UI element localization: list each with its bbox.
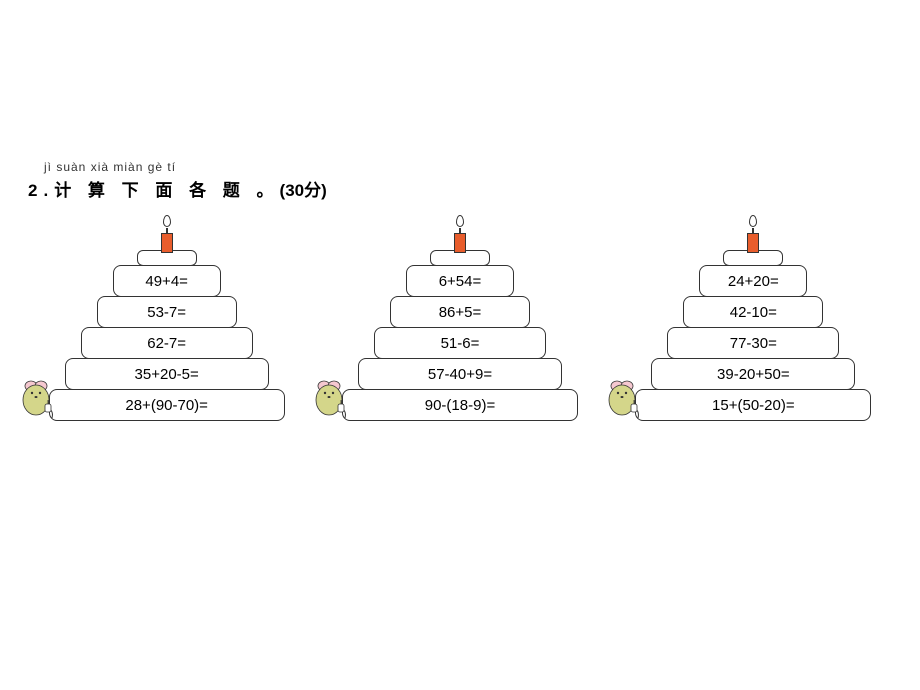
equation: 57-40+9= — [428, 366, 492, 383]
candle-body-icon — [454, 233, 466, 253]
pinyin-text: jì suàn xià miàn gè tí — [28, 160, 327, 174]
equation: 62-7= — [147, 335, 186, 352]
flame-icon — [163, 215, 171, 227]
cake-tier: 57-40+9= — [358, 358, 562, 390]
equation: 53-7= — [147, 304, 186, 321]
cake-tier: 49+4= — [113, 265, 221, 297]
candle-icon — [161, 225, 173, 253]
cake-tier: 35+20-5= — [65, 358, 269, 390]
equation: 39-20+50= — [717, 366, 790, 383]
equation: 86+5= — [439, 304, 482, 321]
candle-body-icon — [161, 233, 173, 253]
equation: 42-10= — [730, 304, 777, 321]
cakes-row: 49+4= 53-7= 62-7= 35+20-5= 28+(90-70)= 6… — [0, 225, 920, 421]
flame-icon — [456, 215, 464, 227]
candle-body-icon — [747, 233, 759, 253]
question-title: jì suàn xià miàn gè tí 2.计 算 下 面 各 题 。(3… — [28, 160, 327, 201]
equation: 77-30= — [730, 335, 777, 352]
cake-tier: 6+54= — [406, 265, 514, 297]
equation: 15+(50-20)= — [712, 397, 795, 414]
equation: 28+(90-70)= — [125, 397, 208, 414]
cake-1: 49+4= 53-7= 62-7= 35+20-5= 28+(90-70)= — [27, 225, 307, 421]
cake-tier: 39-20+50= — [651, 358, 855, 390]
cake-tier: 24+20= — [699, 265, 807, 297]
question-number: 2. — [28, 181, 54, 200]
mouse-icon — [312, 378, 352, 423]
question-text: 计 算 下 面 各 题 。 — [54, 181, 279, 200]
equation: 51-6= — [441, 335, 480, 352]
title-line: 2.计 算 下 面 各 题 。(30分) — [28, 176, 327, 201]
cake-tier: 62-7= — [81, 327, 253, 359]
equation: 6+54= — [439, 273, 482, 290]
equation: 35+20-5= — [135, 366, 199, 383]
equation: 49+4= — [145, 273, 188, 290]
cake-tier: 77-30= — [667, 327, 839, 359]
candle-icon — [454, 225, 466, 253]
cake-tier: 28+(90-70)= — [49, 389, 285, 421]
cake-tier: 90-(18-9)= — [342, 389, 578, 421]
cake-3: 24+20= 42-10= 77-30= 39-20+50= 15+(50-20… — [613, 225, 893, 421]
equation: 90-(18-9)= — [425, 397, 495, 414]
mouse-icon — [605, 378, 645, 423]
mouse-icon — [19, 378, 59, 423]
cake-tier: 42-10= — [683, 296, 823, 328]
candle-icon — [747, 225, 759, 253]
cake-tier: 51-6= — [374, 327, 546, 359]
cake-tier: 15+(50-20)= — [635, 389, 871, 421]
cake-2: 6+54= 86+5= 51-6= 57-40+9= 90-(18-9)= — [320, 225, 600, 421]
cake-tier: 53-7= — [97, 296, 237, 328]
flame-icon — [749, 215, 757, 227]
question-score: (30分) — [280, 181, 327, 200]
cake-tier: 86+5= — [390, 296, 530, 328]
equation: 24+20= — [728, 273, 779, 290]
